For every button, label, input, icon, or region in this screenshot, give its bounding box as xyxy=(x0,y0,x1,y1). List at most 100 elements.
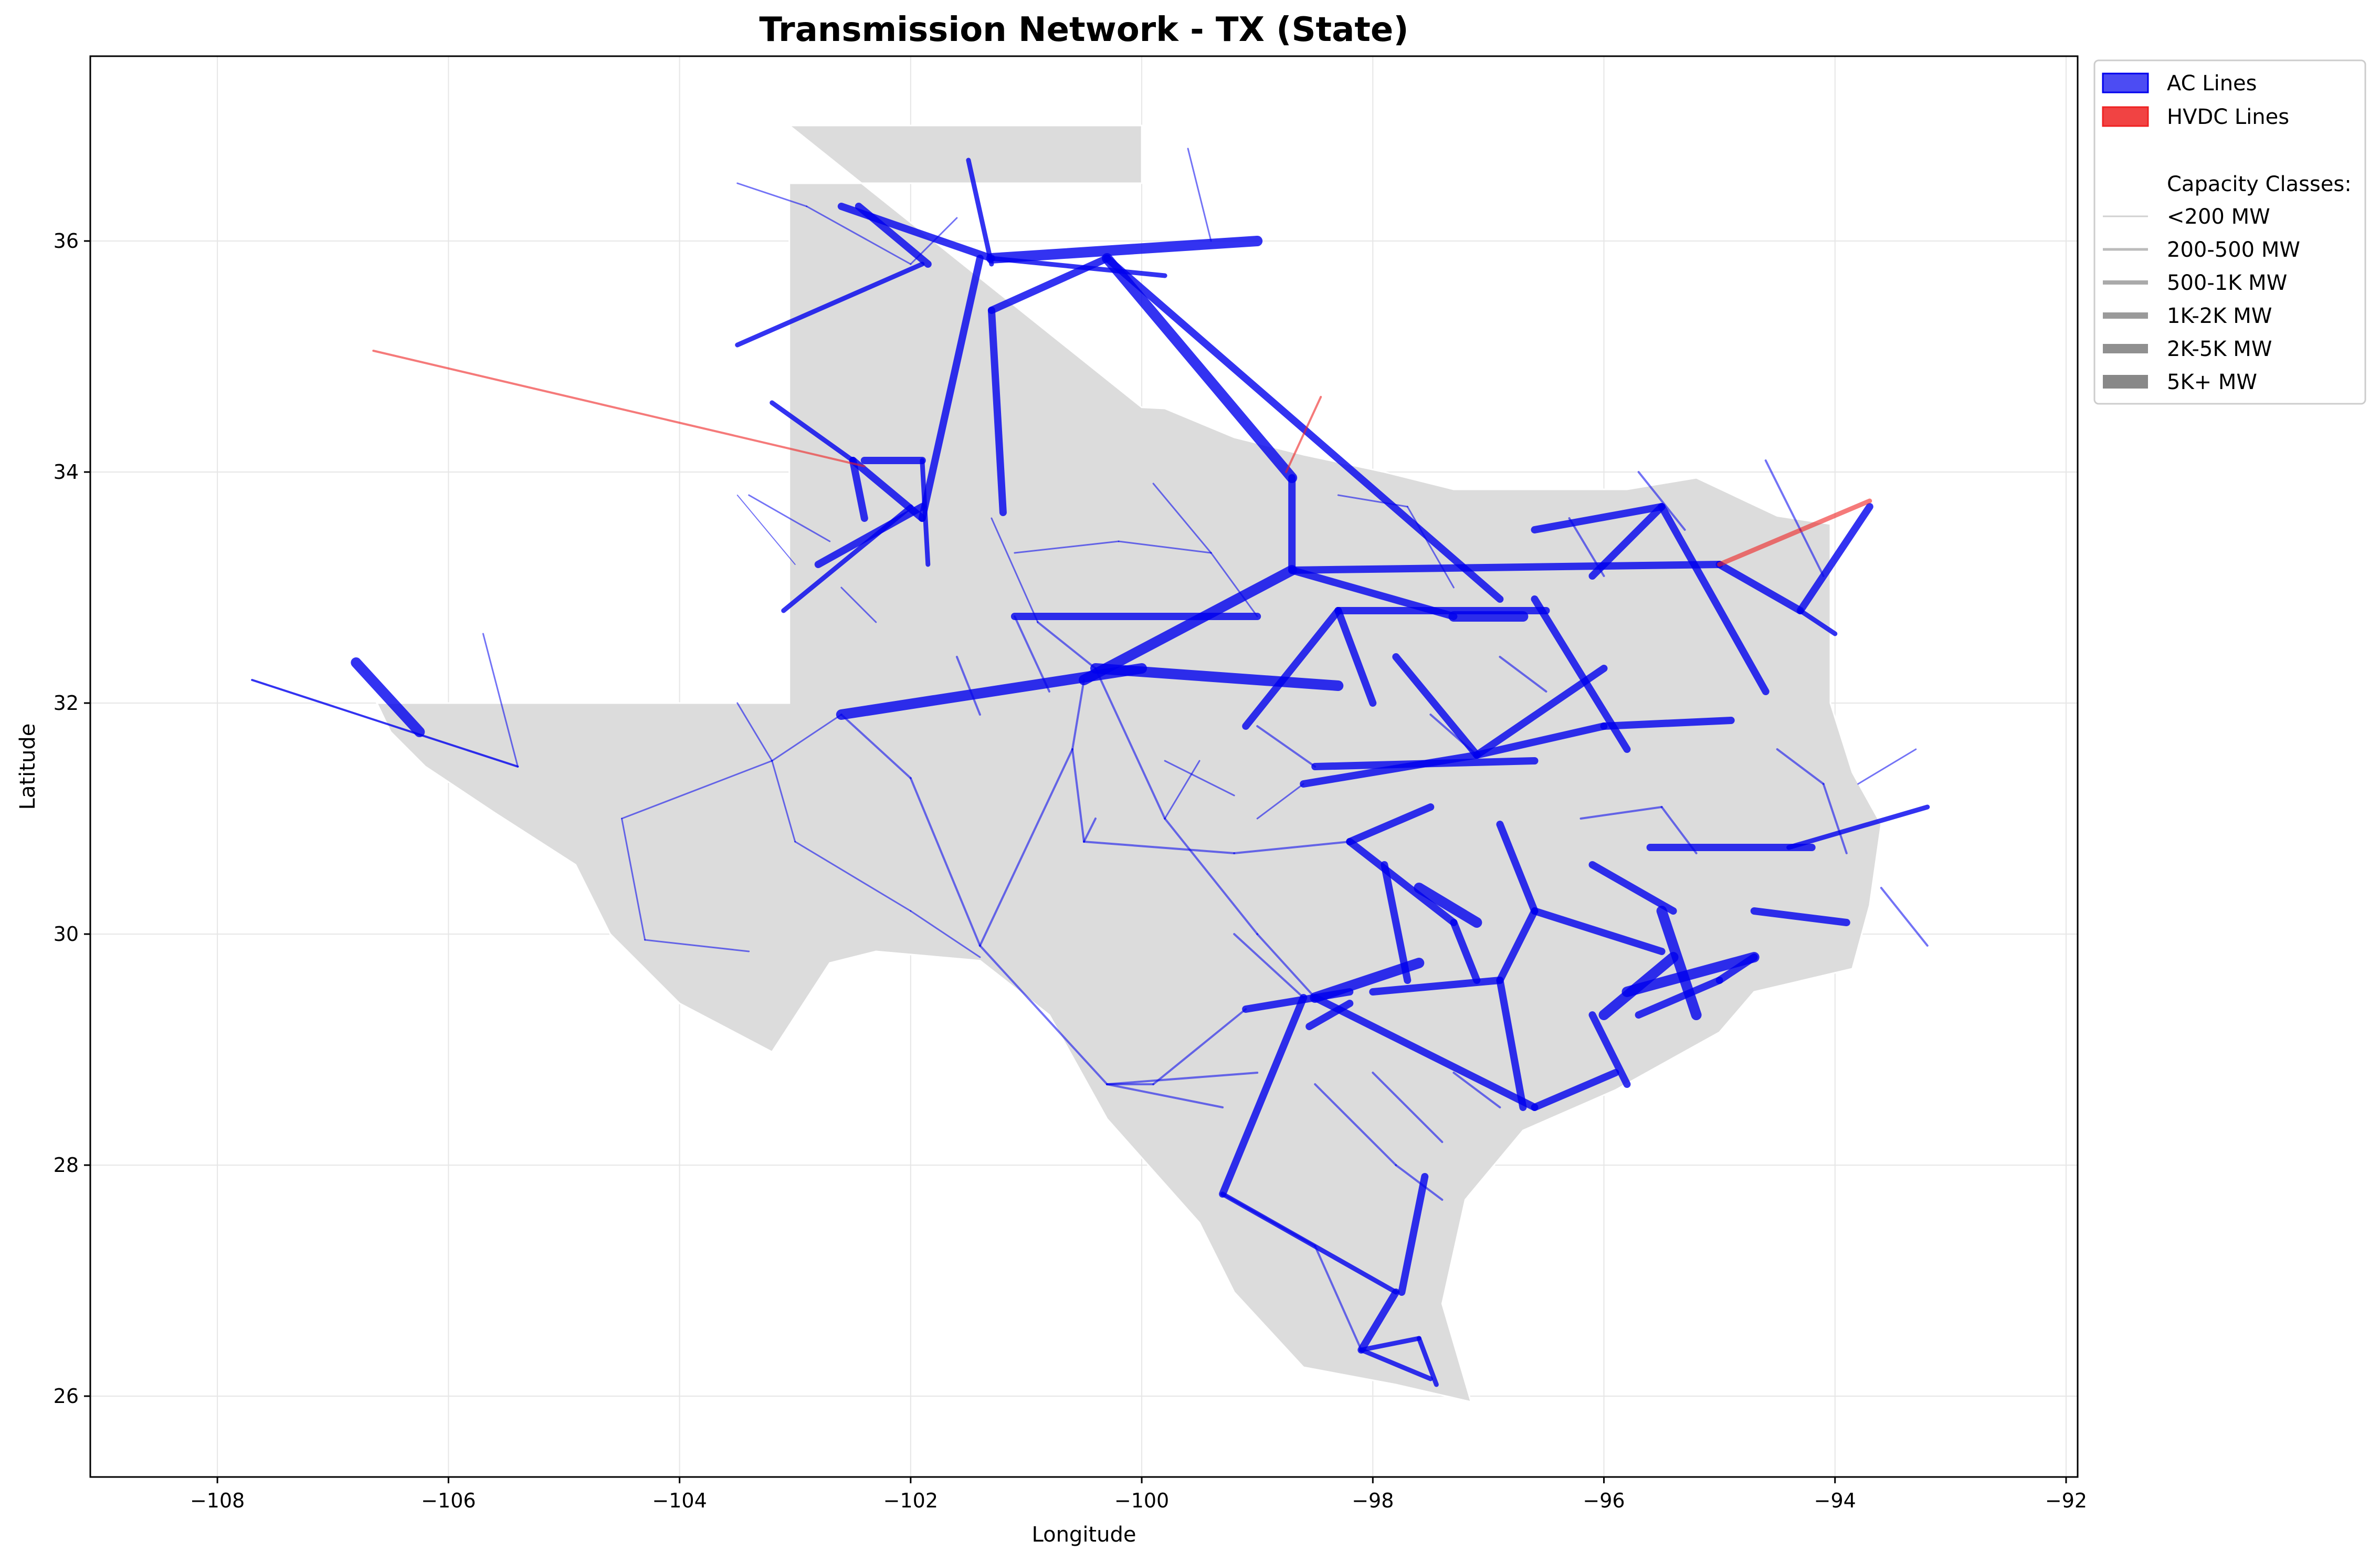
ac-line xyxy=(849,457,926,522)
x-axis-label: Longitude xyxy=(1032,1523,1136,1547)
x-tick-label: −106 xyxy=(421,1489,476,1512)
y-tick-label: 26 xyxy=(54,1385,79,1408)
legend-swatch-ac xyxy=(2102,72,2149,93)
ac-line xyxy=(1764,459,1802,531)
ac-line xyxy=(1531,503,1666,533)
ac-line xyxy=(1152,483,1212,554)
ac-line xyxy=(1311,994,1539,1111)
legend-class-label: 200-500 MW xyxy=(2167,238,2300,262)
ac-line xyxy=(1588,503,1666,580)
ac-line xyxy=(1242,607,1342,730)
ac-line xyxy=(1880,887,1929,947)
ac-line xyxy=(1219,994,1308,1198)
ac-line xyxy=(736,182,808,207)
ac-line xyxy=(1106,1072,1259,1085)
ac-line xyxy=(1406,506,1455,589)
ac-line xyxy=(1750,907,1850,926)
ac-line xyxy=(1102,253,1298,483)
ac-line xyxy=(978,945,1108,1085)
ac-line xyxy=(1220,1191,1398,1295)
legend-class-label: 1K-2K MW xyxy=(2167,304,2272,328)
legend: AC Lines HVDC Lines Capacity Classes: <2… xyxy=(2093,59,2366,405)
ac-line xyxy=(1314,1083,1397,1166)
ac-line xyxy=(849,457,868,522)
ac-line xyxy=(814,503,926,568)
legend-swatch-hvdc xyxy=(2102,106,2149,127)
legend-capacity-classes: <200 MW 200-500 MW 500-1K MW 1K-2K MW 2K-5K … xyxy=(2103,205,2300,394)
y-tick-label: 34 xyxy=(54,460,79,484)
ac-line xyxy=(987,307,1007,516)
ac-line xyxy=(1152,1008,1247,1085)
ac-line xyxy=(1796,503,1873,614)
ac-line xyxy=(1579,806,1663,820)
x-tick-label: −100 xyxy=(1114,1489,1169,1512)
ac-line xyxy=(1531,595,1631,753)
ac-line xyxy=(1600,717,1735,730)
ac-line xyxy=(1531,1069,1619,1111)
ac-line xyxy=(1381,861,1412,984)
ac-line xyxy=(1103,255,1504,603)
ac-line xyxy=(978,748,1073,947)
ac-line xyxy=(736,495,796,565)
ac-line xyxy=(966,158,994,267)
ac-line xyxy=(910,910,981,958)
ac-line xyxy=(1637,471,1686,531)
ac-line xyxy=(1496,821,1539,915)
ac-line xyxy=(770,400,856,463)
ac-line xyxy=(1233,841,1351,854)
ac-line xyxy=(1473,722,1608,759)
ac-line xyxy=(1656,906,1702,1020)
ac-line xyxy=(987,255,1111,314)
ac-line xyxy=(1242,988,1354,1013)
ac-line xyxy=(1414,883,1482,928)
ac-line xyxy=(855,203,932,268)
ac-line xyxy=(1452,1072,1501,1108)
ac-line xyxy=(1233,933,1305,999)
ac-line xyxy=(1346,803,1435,845)
ac-line xyxy=(1094,667,1166,820)
ac-line xyxy=(1314,1245,1363,1351)
ac-line xyxy=(1715,561,1804,614)
ac-line xyxy=(1588,1011,1631,1088)
ac-line xyxy=(1496,907,1539,984)
ac-line xyxy=(1588,861,1677,915)
ac-line xyxy=(1715,954,1758,984)
ac-line xyxy=(644,939,750,952)
ac-line xyxy=(1776,748,1825,785)
ac-line xyxy=(840,714,912,779)
x-tick-label: −92 xyxy=(2045,1489,2087,1512)
ac-line xyxy=(840,586,877,623)
ac-line xyxy=(1857,748,1917,785)
ac-line xyxy=(251,679,519,768)
plot-frame xyxy=(89,55,2079,1478)
plot-area xyxy=(89,55,2079,1478)
legend-label-ac: AC Lines xyxy=(2167,71,2257,96)
ac-line xyxy=(1300,751,1481,788)
ac-line xyxy=(736,702,773,762)
ac-line xyxy=(351,657,425,737)
ac-line xyxy=(955,656,981,716)
legend-label-hvdc: HVDC Lines xyxy=(2167,105,2289,129)
ac-line xyxy=(1398,1173,1429,1296)
ac-line xyxy=(1164,818,1259,935)
ac-line xyxy=(1164,760,1235,797)
x-tick-label: −96 xyxy=(1583,1489,1625,1512)
ac-line xyxy=(735,261,925,348)
ac-line xyxy=(1359,1336,1421,1353)
ac-line xyxy=(482,633,519,768)
legend-capacity-heading: Capacity Classes: xyxy=(2167,172,2352,196)
ac-line xyxy=(1658,503,1770,695)
ac-line xyxy=(1496,977,1527,1111)
ac-line xyxy=(1071,748,1085,843)
ac-line xyxy=(1799,529,1825,577)
y-axis-ticks: 26 28 30 32 34 36 xyxy=(54,229,90,1408)
legend-class-label: 5K+ MW xyxy=(2167,370,2257,394)
ac-line xyxy=(1090,663,1344,691)
ac-line xyxy=(1187,148,1212,242)
ac-line xyxy=(1359,1347,1433,1381)
ac-line xyxy=(1786,804,1930,850)
ac-line xyxy=(986,236,1263,264)
ac-line xyxy=(806,205,912,265)
hvdc-line xyxy=(1285,396,1322,473)
